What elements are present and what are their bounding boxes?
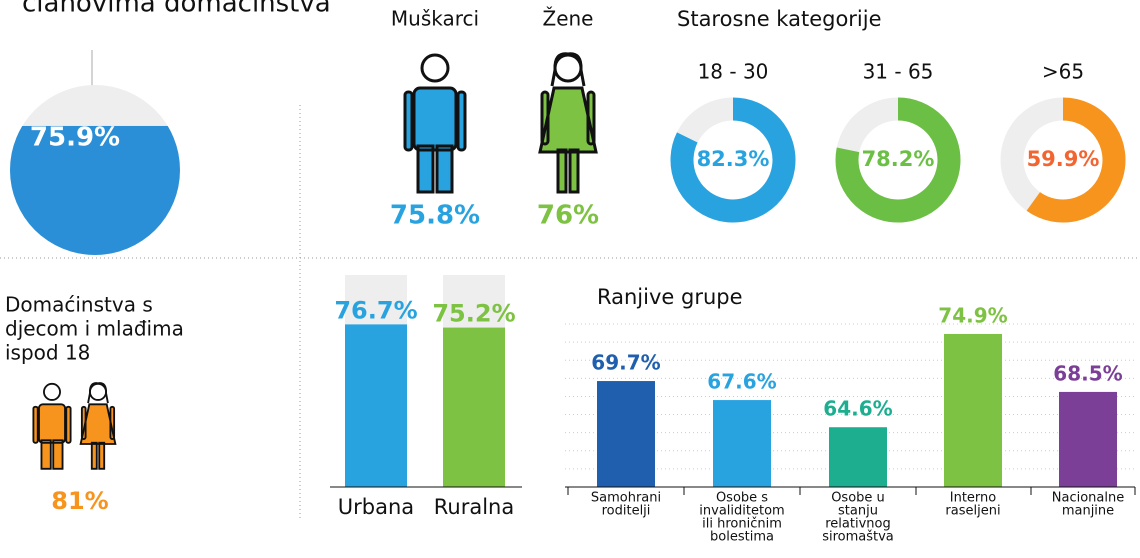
icon-outline [416, 144, 435, 194]
value-label: 76% [537, 201, 599, 231]
icon-outline [38, 403, 66, 444]
icon-outline [32, 405, 39, 444]
icon-outline [540, 90, 550, 146]
bar [713, 400, 771, 487]
icon-outline [79, 403, 117, 445]
category-label: Samohrani [591, 491, 661, 506]
value-label: 78.2% [862, 147, 935, 171]
icon-outline [98, 441, 106, 470]
value-label: 64.6% [823, 397, 892, 421]
man-icon [403, 53, 467, 194]
category-label: Ruralna [434, 495, 514, 519]
icon-outline [435, 144, 454, 194]
value-label: 74.9% [938, 303, 1007, 327]
category-label: >65 [1042, 60, 1084, 84]
section-title: članovima domaćinstva [22, 0, 331, 19]
value-label: 67.6% [707, 370, 776, 394]
category-label: stanju [838, 504, 878, 519]
category-label: invaliditetom [699, 504, 784, 519]
section-title: Domaćinstva s [5, 293, 153, 317]
category-label: raseljeni [945, 504, 1000, 519]
man-icon [32, 382, 72, 470]
icon-outline [556, 148, 568, 194]
icon-outline [40, 439, 52, 470]
value-label: 75.8% [390, 201, 480, 231]
icon-outline [403, 90, 414, 152]
donut-arc [835, 97, 961, 223]
category-label: manjine [1062, 504, 1114, 519]
category-label: 18 - 30 [698, 60, 769, 84]
donut-arc [670, 97, 796, 223]
bar [944, 333, 1002, 487]
icon-outline [90, 441, 98, 470]
bar [597, 381, 655, 487]
icon-outline [109, 405, 116, 440]
icon-head [43, 382, 61, 401]
woman-icon [538, 52, 598, 194]
category-label: Interno [950, 491, 997, 506]
icon-hair [550, 52, 586, 87]
category-label: relativnog [825, 517, 890, 532]
value-label: 81% [51, 487, 108, 515]
section-title: Starosne kategorije [677, 7, 882, 31]
icon-outline [65, 405, 72, 444]
woman-icon [79, 382, 117, 470]
category-label: bolestima [710, 530, 774, 545]
category-label: Nacionalne [1052, 491, 1124, 506]
category-label: Osobe s [716, 491, 768, 506]
category-label: Muškarci [391, 7, 479, 31]
value-label: 68.5% [1053, 361, 1122, 385]
value-label: 76.7% [334, 296, 417, 324]
icon-head [553, 53, 583, 83]
icon-outline [456, 90, 467, 152]
value-label: 75.9% [30, 123, 120, 153]
bar [443, 327, 505, 487]
section-title: Ranjive grupe [597, 285, 743, 309]
section-title: djecom i mlađima [5, 317, 184, 341]
icon-outline [52, 439, 64, 470]
category-label: Urbana [338, 495, 414, 519]
category-label: siromaštva [822, 530, 894, 545]
category-label: ili hroničnim [702, 517, 782, 532]
icon-hair [87, 382, 109, 404]
bar [1059, 391, 1117, 487]
value-label: 59.9% [1027, 147, 1100, 171]
bar [345, 324, 407, 487]
icon-outline [538, 86, 598, 154]
bar [829, 427, 887, 487]
value-label: 69.7% [591, 351, 660, 375]
icon-outline [568, 148, 580, 194]
category-label: 31 - 65 [863, 60, 934, 84]
icon-head [89, 382, 107, 401]
value-label: 82.3% [697, 147, 770, 171]
icon-outline [412, 86, 458, 152]
icon-outline [80, 405, 87, 440]
value-label: 75.2% [432, 300, 515, 328]
category-label: Žene [543, 7, 594, 31]
icon-outline [586, 90, 596, 146]
donut-arc [1026, 97, 1126, 223]
category-label: Osobe u [831, 491, 885, 506]
category-label: roditelji [602, 504, 651, 519]
section-title: ispod 18 [5, 341, 90, 365]
icon-head [420, 53, 450, 83]
